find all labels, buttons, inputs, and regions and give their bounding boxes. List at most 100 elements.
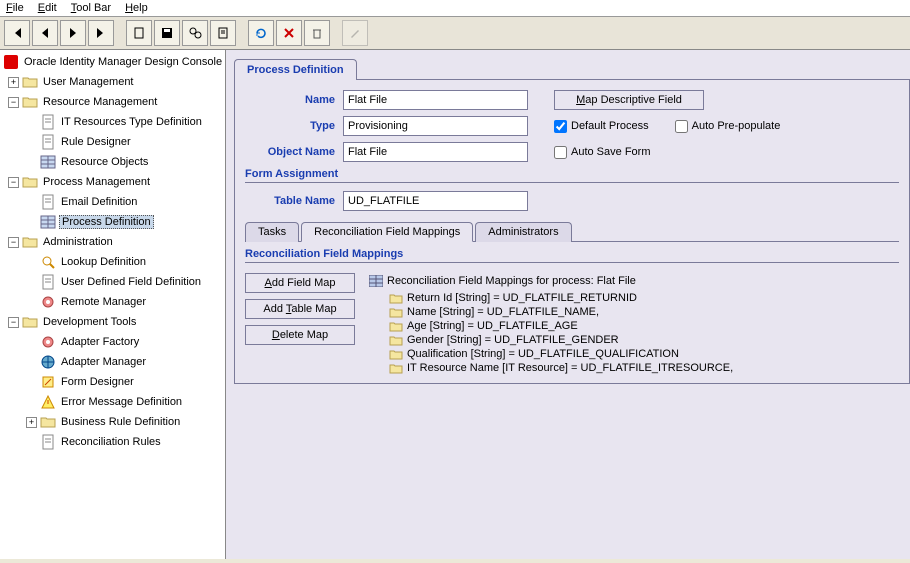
folder-icon [389, 292, 403, 304]
tree-item[interactable]: User Defined Field Definition [0, 272, 225, 292]
mapping-item-label: Gender [String] = UD_FLATFILE_GENDER [407, 334, 619, 346]
add-table-map-button[interactable]: Add Table Map [245, 299, 355, 319]
mapping-item[interactable]: Age [String] = UD_FLATFILE_AGE [369, 319, 897, 333]
expand-icon[interactable]: + [8, 77, 19, 88]
label-type: Type [245, 120, 335, 132]
tab-process-definition[interactable]: Process Definition [234, 59, 357, 80]
mapping-tree: Reconciliation Field Mappings for proces… [367, 273, 899, 377]
tree-root[interactable]: Oracle Identity Manager Design Console [0, 52, 225, 72]
tab-administrators[interactable]: Administrators [475, 222, 571, 242]
folder-icon [389, 334, 403, 346]
tree-item[interactable]: Adapter Manager [0, 352, 225, 372]
delete-button[interactable] [304, 20, 330, 46]
search-button[interactable] [182, 20, 208, 46]
save-button[interactable] [154, 20, 180, 46]
close-button[interactable] [276, 20, 302, 46]
menu-help[interactable]: Help [125, 2, 148, 14]
tree-item[interactable]: Lookup Definition [0, 252, 225, 272]
mapping-item-label: Age [String] = UD_FLATFILE_AGE [407, 320, 578, 332]
expand-icon[interactable]: − [8, 177, 19, 188]
tree-item[interactable]: − Resource Management [0, 92, 225, 112]
tree-item[interactable]: IT Resources Type Definition [0, 112, 225, 132]
table-name-field[interactable] [343, 191, 528, 211]
doc-icon [40, 114, 56, 130]
name-field[interactable] [343, 90, 528, 110]
auto-save-form-checkbox[interactable]: Auto Save Form [554, 146, 650, 159]
refresh-button[interactable] [248, 20, 274, 46]
tree-item-label: Adapter Factory [59, 336, 141, 348]
mapping-item[interactable]: IT Resource Name [IT Resource] = UD_FLAT… [369, 361, 897, 375]
tab-tasks[interactable]: Tasks [245, 222, 299, 242]
tree-item[interactable]: Resource Objects [0, 152, 225, 172]
tree-item[interactable]: + User Management [0, 72, 225, 92]
toolbar [0, 17, 910, 50]
tree-item[interactable]: − Process Management [0, 172, 225, 192]
add-field-map-button[interactable]: Add Field Map [245, 273, 355, 293]
tree-item-label: User Management [41, 76, 136, 88]
first-record-button[interactable] [4, 20, 30, 46]
expand-icon[interactable]: + [26, 417, 37, 428]
prev-record-button[interactable] [32, 20, 58, 46]
menu-toolbar[interactable]: Tool Bar [71, 2, 111, 14]
expand-icon[interactable]: − [8, 237, 19, 248]
folder-icon [22, 94, 38, 110]
tree-item-label: Resource Management [41, 96, 159, 108]
default-process-checkbox[interactable]: Default Process [554, 120, 649, 133]
tab-reconciliation-field-mappings[interactable]: Reconciliation Field Mappings [301, 222, 473, 242]
tree-item-label: Form Designer [59, 376, 136, 388]
tree-item[interactable]: Process Definition [0, 212, 225, 232]
grid-icon [40, 214, 56, 230]
menu-file[interactable]: File [6, 2, 24, 14]
mapping-item[interactable]: Qualification [String] = UD_FLATFILE_QUA… [369, 347, 897, 361]
tree-item[interactable]: − Development Tools [0, 312, 225, 332]
search-icon [40, 254, 56, 270]
mapping-item[interactable]: Name [String] = UD_FLATFILE_NAME, [369, 305, 897, 319]
notes-button[interactable] [210, 20, 236, 46]
mapping-item-label: Return Id [String] = UD_FLATFILE_RETURNI… [407, 292, 637, 304]
folder-icon [40, 414, 56, 430]
tree-item[interactable]: Email Definition [0, 192, 225, 212]
tree-item[interactable]: + Business Rule Definition [0, 412, 225, 432]
tree-item-label: User Defined Field Definition [59, 276, 203, 288]
mapping-item[interactable]: Return Id [String] = UD_FLATFILE_RETURNI… [369, 291, 897, 305]
doc-icon [40, 194, 56, 210]
tree-item-label: Development Tools [41, 316, 138, 328]
next-record-button[interactable] [60, 20, 86, 46]
recon-heading: Reconciliation Field Mappings [245, 248, 899, 263]
form-icon [40, 374, 56, 390]
oracle-icon [4, 55, 18, 69]
menu-bar: File Edit Tool Bar Help [0, 0, 910, 17]
edit-button[interactable] [342, 20, 368, 46]
tree-item[interactable]: Remote Manager [0, 292, 225, 312]
tree-item[interactable]: Rule Designer [0, 132, 225, 152]
mapping-item[interactable]: Gender [String] = UD_FLATFILE_GENDER [369, 333, 897, 347]
new-button[interactable] [126, 20, 152, 46]
mapping-item-label: IT Resource Name [IT Resource] = UD_FLAT… [407, 362, 733, 374]
tree-item-label: Business Rule Definition [59, 416, 182, 428]
tree-root-label: Oracle Identity Manager Design Console [22, 56, 224, 68]
last-record-button[interactable] [88, 20, 114, 46]
navigation-tree: Oracle Identity Manager Design Console +… [0, 50, 226, 559]
tree-item[interactable]: Adapter Factory [0, 332, 225, 352]
label-table-name: Table Name [255, 195, 335, 207]
delete-map-button[interactable]: Delete Map [245, 325, 355, 345]
tree-item[interactable]: −Administration [0, 232, 225, 252]
expand-icon[interactable]: − [8, 317, 19, 328]
tree-item-label: Process Management [41, 176, 152, 188]
tree-item-label: Remote Manager [59, 296, 148, 308]
tree-item-label: Process Definition [59, 215, 154, 229]
type-field[interactable] [343, 116, 528, 136]
menu-edit[interactable]: Edit [38, 2, 57, 14]
tree-item[interactable]: Reconciliation Rules [0, 432, 225, 452]
auto-prepopulate-checkbox[interactable]: Auto Pre-populate [675, 120, 781, 133]
expand-icon[interactable]: − [8, 97, 19, 108]
tree-item[interactable]: Error Message Definition [0, 392, 225, 412]
folder-icon [22, 74, 38, 90]
folder-icon [22, 234, 38, 250]
map-descriptive-field-button[interactable]: Map Descriptive Field [554, 90, 704, 110]
tree-item-label: IT Resources Type Definition [59, 116, 204, 128]
object-name-field[interactable] [343, 142, 528, 162]
mapping-item-label: Name [String] = UD_FLATFILE_NAME, [407, 306, 599, 318]
folder-icon [22, 314, 38, 330]
tree-item[interactable]: Form Designer [0, 372, 225, 392]
